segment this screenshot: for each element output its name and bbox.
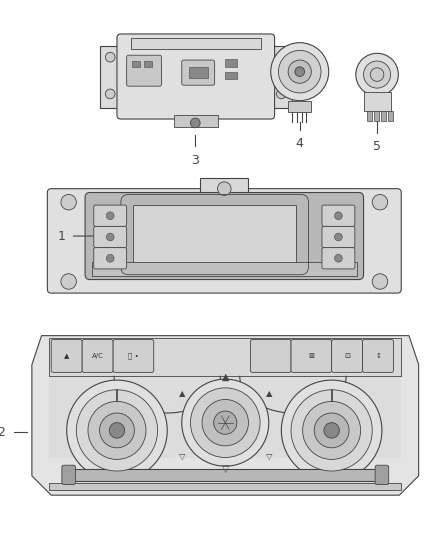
Circle shape: [202, 399, 248, 446]
Circle shape: [314, 413, 349, 448]
Text: 2: 2: [0, 426, 5, 439]
Bar: [92, 262, 357, 276]
Circle shape: [279, 51, 321, 93]
FancyBboxPatch shape: [47, 189, 401, 293]
Text: A/C: A/C: [92, 353, 103, 359]
FancyBboxPatch shape: [251, 340, 291, 373]
FancyBboxPatch shape: [322, 248, 355, 269]
FancyBboxPatch shape: [182, 60, 215, 85]
Bar: [225, 71, 237, 79]
Text: 1: 1: [58, 230, 66, 243]
Text: ▲: ▲: [222, 372, 229, 382]
Text: ⊡: ⊡: [344, 353, 350, 359]
Bar: [174, 115, 218, 127]
Circle shape: [99, 413, 134, 448]
Circle shape: [276, 52, 286, 62]
FancyBboxPatch shape: [332, 340, 363, 373]
Bar: [99, 45, 121, 108]
Text: ↕: ↕: [375, 353, 381, 359]
Circle shape: [61, 195, 76, 210]
Circle shape: [106, 233, 114, 241]
Circle shape: [324, 423, 339, 438]
Bar: [388, 111, 392, 121]
FancyBboxPatch shape: [51, 340, 82, 373]
Bar: [49, 376, 401, 458]
Circle shape: [364, 61, 391, 88]
Bar: [374, 111, 379, 121]
Circle shape: [109, 423, 125, 438]
Circle shape: [191, 388, 260, 457]
Bar: [381, 111, 386, 121]
Circle shape: [281, 380, 382, 481]
Circle shape: [106, 52, 115, 62]
Bar: [132, 61, 140, 67]
Bar: [66, 469, 385, 481]
Text: 3: 3: [191, 154, 199, 167]
FancyBboxPatch shape: [375, 465, 389, 484]
Circle shape: [288, 60, 311, 83]
Circle shape: [370, 68, 384, 82]
FancyBboxPatch shape: [94, 227, 127, 248]
Circle shape: [335, 233, 342, 241]
Bar: [200, 178, 248, 199]
Circle shape: [106, 254, 114, 262]
Circle shape: [291, 390, 372, 471]
Circle shape: [276, 89, 286, 99]
Bar: [188, 67, 208, 78]
FancyBboxPatch shape: [322, 205, 355, 227]
Text: ▲: ▲: [64, 353, 69, 359]
Bar: [49, 482, 401, 490]
Text: 4: 4: [296, 138, 304, 150]
Circle shape: [88, 401, 146, 459]
Circle shape: [295, 67, 304, 77]
Text: ⊠: ⊠: [308, 353, 314, 359]
Bar: [271, 45, 292, 108]
Bar: [225, 59, 237, 67]
Circle shape: [61, 274, 76, 289]
FancyBboxPatch shape: [127, 55, 162, 86]
Circle shape: [182, 379, 269, 466]
FancyBboxPatch shape: [94, 205, 127, 227]
FancyBboxPatch shape: [94, 248, 127, 269]
Circle shape: [372, 274, 388, 289]
Bar: [364, 92, 391, 111]
Polygon shape: [32, 336, 419, 495]
Bar: [367, 111, 372, 121]
FancyBboxPatch shape: [113, 340, 154, 373]
Circle shape: [76, 390, 158, 471]
Circle shape: [106, 89, 115, 99]
Circle shape: [218, 182, 231, 196]
FancyBboxPatch shape: [85, 192, 364, 279]
Circle shape: [271, 43, 329, 101]
Bar: [288, 101, 311, 112]
Circle shape: [106, 212, 114, 220]
Text: ▲: ▲: [265, 389, 272, 398]
FancyBboxPatch shape: [82, 340, 113, 373]
Text: 5: 5: [373, 140, 381, 154]
Bar: [144, 61, 152, 67]
Circle shape: [303, 401, 360, 459]
Bar: [131, 38, 261, 50]
FancyBboxPatch shape: [291, 340, 332, 373]
Circle shape: [335, 212, 342, 220]
FancyBboxPatch shape: [62, 465, 75, 484]
Circle shape: [335, 254, 342, 262]
Circle shape: [356, 53, 398, 96]
Circle shape: [67, 380, 167, 481]
Text: ▽: ▽: [265, 452, 272, 461]
Text: ▲: ▲: [179, 389, 185, 398]
FancyBboxPatch shape: [363, 340, 393, 373]
Bar: [134, 205, 296, 266]
Text: ▽: ▽: [222, 464, 229, 474]
Bar: [49, 337, 401, 376]
Circle shape: [372, 195, 388, 210]
FancyBboxPatch shape: [322, 227, 355, 248]
FancyBboxPatch shape: [117, 34, 275, 119]
Text: ⌒ ∙: ⌒ ∙: [128, 353, 139, 359]
Circle shape: [191, 118, 200, 128]
Text: ▽: ▽: [179, 452, 185, 461]
Circle shape: [214, 411, 237, 434]
